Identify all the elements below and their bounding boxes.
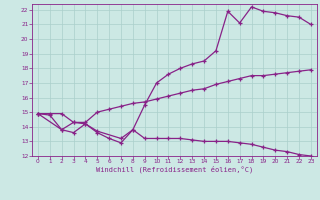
X-axis label: Windchill (Refroidissement éolien,°C): Windchill (Refroidissement éolien,°C) [96,166,253,173]
